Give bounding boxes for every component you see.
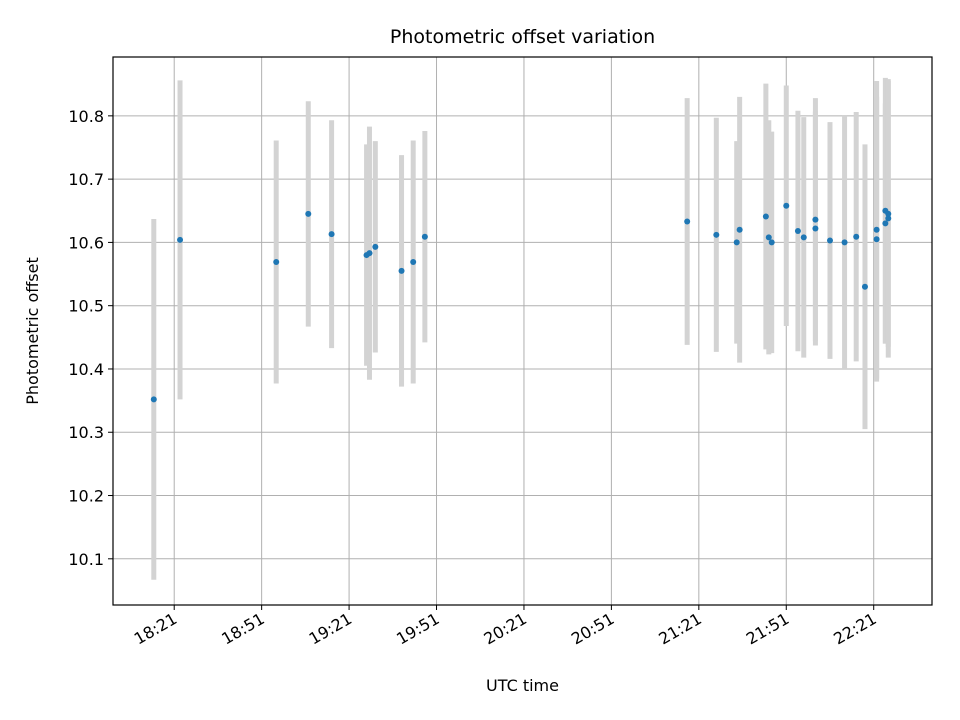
y-tick-label: 10.3 xyxy=(68,423,104,442)
data-point xyxy=(684,218,691,225)
plot-frame xyxy=(112,56,933,606)
data-point xyxy=(421,233,428,240)
data-point xyxy=(861,283,868,290)
data-point xyxy=(733,239,740,246)
y-tick-label: 10.7 xyxy=(68,170,104,189)
data-point xyxy=(765,234,772,241)
data-point xyxy=(794,228,801,235)
data-point xyxy=(885,215,892,222)
data-point xyxy=(800,234,807,241)
data-point xyxy=(736,226,743,233)
plot-area xyxy=(113,57,932,605)
chart-title: Photometric offset variation xyxy=(390,26,655,48)
y-axis-label: Photometric offset xyxy=(23,257,42,405)
data-point xyxy=(873,236,880,243)
data-point xyxy=(273,259,280,266)
data-point xyxy=(885,210,892,217)
data-point xyxy=(366,250,373,257)
data-point xyxy=(328,231,335,238)
data-point xyxy=(305,210,312,217)
gridlines xyxy=(113,57,932,605)
y-tick-label: 10.4 xyxy=(68,360,104,379)
y-tick-label: 10.2 xyxy=(68,487,104,506)
data-point xyxy=(826,237,833,244)
data-point xyxy=(812,216,819,223)
data-point xyxy=(762,213,769,220)
data-point xyxy=(768,239,775,246)
data-point xyxy=(410,259,417,266)
x-axis-label: UTC time xyxy=(486,676,559,695)
data-point xyxy=(853,233,860,240)
data-point xyxy=(812,225,819,232)
data-point xyxy=(398,267,405,274)
data-point xyxy=(177,236,184,243)
data-point xyxy=(783,202,790,209)
data-point xyxy=(873,226,880,233)
y-tick-label: 10.1 xyxy=(68,550,104,569)
y-tick-label: 10.6 xyxy=(68,233,104,252)
data-point xyxy=(150,396,157,403)
y-tick-label: 10.8 xyxy=(68,107,104,126)
data-points xyxy=(150,202,892,403)
y-tick-label: 10.5 xyxy=(68,297,104,316)
data-point xyxy=(841,239,848,246)
data-point xyxy=(713,231,720,238)
data-point xyxy=(882,220,889,227)
data-point xyxy=(372,243,379,250)
